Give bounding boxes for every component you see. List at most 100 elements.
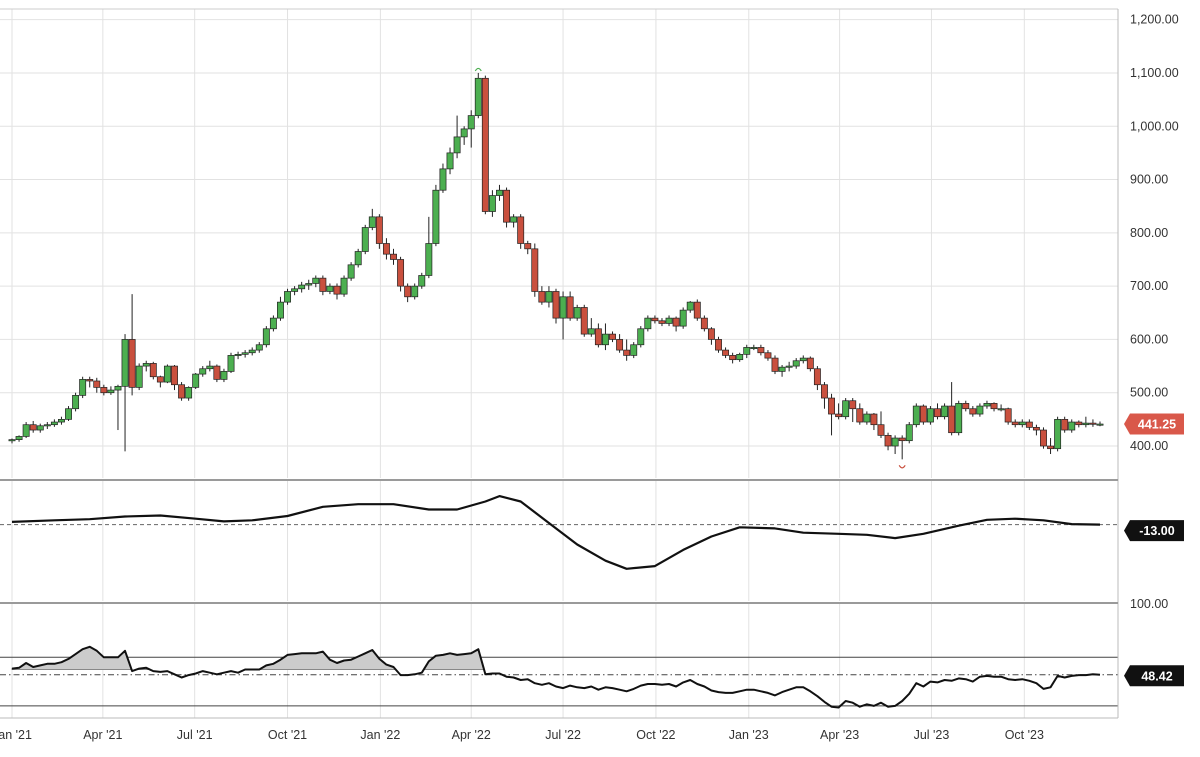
candle-down: [693, 301, 701, 319]
candle-up: [326, 285, 334, 292]
y-tick-label: 1,200.00: [1130, 13, 1179, 27]
candle-down: [651, 317, 659, 322]
candle-up: [1018, 421, 1026, 426]
panel-divider: [0, 479, 1118, 481]
candle-up: [8, 439, 16, 442]
candle-up: [361, 227, 369, 252]
candle-up: [686, 301, 694, 311]
candle-up: [637, 328, 645, 346]
candle-down: [609, 333, 616, 340]
candle-up: [976, 405, 984, 415]
candle-up: [241, 352, 249, 355]
candle-up: [72, 395, 80, 410]
candle-up: [79, 379, 87, 396]
candle-up: [142, 363, 150, 367]
candle-down: [503, 189, 510, 223]
y-tick-label: 1,100.00: [1130, 66, 1179, 80]
oscillator-last-value-badge: [1124, 665, 1184, 687]
y-tick-label: 500.00: [1130, 386, 1168, 400]
indicator-last-value-badge-text: -13.00: [1139, 524, 1174, 538]
indicator-line: [11, 495, 1101, 570]
candle-up: [842, 400, 850, 418]
candle-up: [510, 216, 518, 223]
candle-up: [983, 403, 991, 407]
candle-down: [919, 405, 927, 423]
candle-down: [531, 248, 539, 292]
candle-down: [580, 307, 588, 335]
candle-down: [806, 357, 814, 370]
candle-up: [955, 403, 963, 434]
candle-up: [432, 189, 440, 244]
grid-lines: [0, 9, 1118, 718]
x-tick-label: Jan '22: [360, 728, 400, 742]
candle-up: [602, 333, 609, 346]
candle-down: [990, 403, 998, 410]
candle-up: [460, 128, 468, 138]
y-tick-label: 400.00: [1130, 439, 1168, 453]
candle-up: [135, 365, 143, 388]
x-tick-label: Oct '21: [268, 728, 307, 742]
candle-up: [891, 437, 899, 447]
candle-up: [863, 413, 871, 423]
candle-up: [679, 309, 687, 327]
high-marker: [474, 67, 482, 72]
x-tick-label: Jul '23: [914, 728, 950, 742]
candle-up: [446, 152, 454, 170]
candle-up: [305, 283, 313, 286]
oscillator-last-value-badge-text: 48.42: [1141, 669, 1172, 683]
candle-up: [630, 344, 638, 356]
x-tick-label: Jul '21: [177, 728, 213, 742]
candle-up: [291, 288, 299, 292]
tick-labels: 400.00 500.00 600.00 700.00 800.00 900.00 1,00…: [0, 13, 1179, 742]
candle-up: [425, 243, 433, 276]
candle-down: [517, 216, 525, 244]
candle-down: [962, 403, 970, 410]
candle-up: [22, 424, 30, 437]
oscillator-line: [11, 645, 1101, 709]
candle-up: [121, 339, 129, 387]
candle-down: [213, 365, 221, 380]
candle-up: [368, 216, 376, 228]
candle-down: [1032, 427, 1040, 431]
candle-up: [65, 408, 72, 420]
candle-down: [623, 349, 631, 356]
candle-down: [390, 253, 397, 260]
oscillator-area: [11, 646, 896, 709]
candle-up: [192, 373, 200, 388]
candle-down: [764, 352, 772, 359]
candle-down: [1047, 445, 1054, 450]
candle-down: [898, 437, 906, 442]
candle-down: [729, 355, 737, 361]
candle-up: [750, 347, 758, 349]
candle-down: [870, 413, 878, 426]
candle-down: [722, 349, 730, 356]
candle-down: [1040, 429, 1047, 447]
candle-up: [785, 365, 793, 368]
candle-down: [813, 368, 821, 386]
candle-down: [594, 328, 602, 346]
x-tick-label: Oct '23: [1005, 728, 1044, 742]
x-tick-label: Apr '23: [820, 728, 859, 742]
candle-down: [707, 328, 715, 340]
candle-up: [496, 189, 503, 196]
candle-down: [566, 296, 574, 319]
candle-down: [86, 379, 94, 382]
x-tick-label: Jan '21: [0, 728, 32, 742]
candle-down: [552, 291, 560, 319]
x-tick-label: Apr '21: [83, 728, 122, 742]
y-tick-label: 700.00: [1130, 279, 1168, 293]
candle-up: [15, 436, 23, 440]
candle-up: [1096, 423, 1104, 426]
x-tick-label: Jul '22: [545, 728, 581, 742]
candle-up: [736, 354, 744, 361]
candle-down: [1004, 408, 1012, 423]
candle-down: [828, 397, 835, 415]
candle-up: [559, 296, 567, 319]
candle-down: [1075, 421, 1083, 426]
candle-up: [312, 277, 320, 284]
candle-down: [1061, 419, 1069, 431]
candle-down: [616, 339, 624, 351]
candle-down: [171, 365, 178, 386]
y-tick-label: 900.00: [1130, 173, 1168, 187]
candle-up: [1082, 422, 1090, 426]
